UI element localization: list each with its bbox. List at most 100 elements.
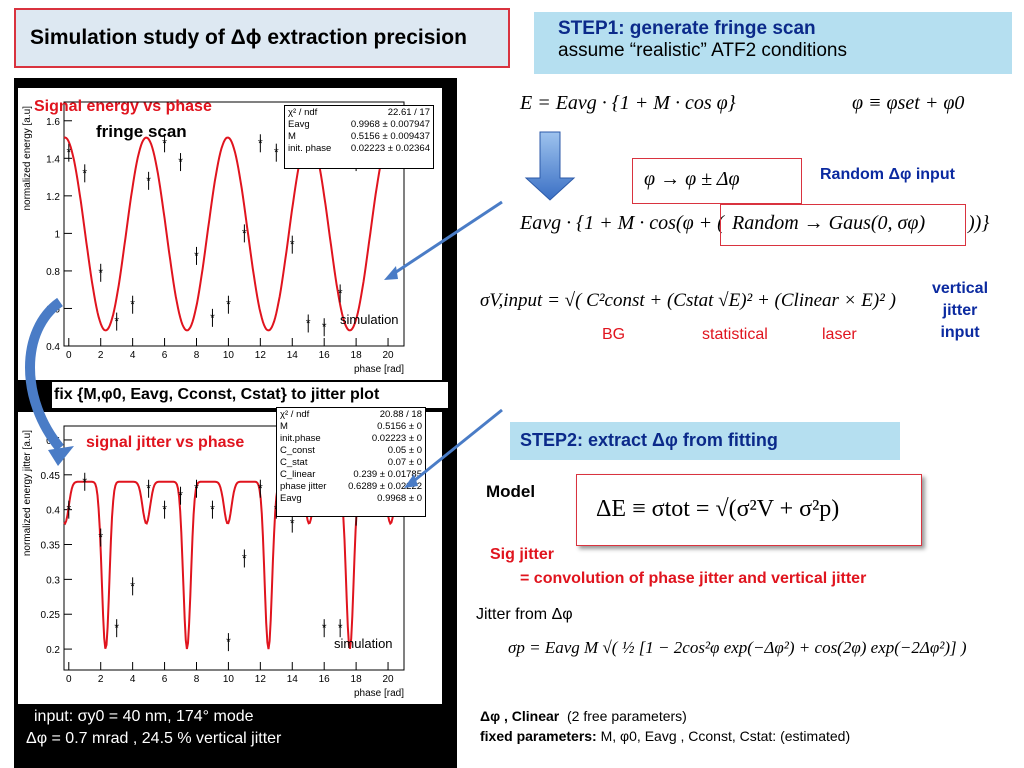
data-point: * <box>146 482 151 496</box>
fringe-scan-label: fringe scan <box>96 122 187 141</box>
stat-value: 0.9968 ± 0.007947 <box>350 119 430 130</box>
fit-stat-2-row: init.phase 0.02223 ± 0 <box>280 433 422 445</box>
down-arrow <box>524 131 576 201</box>
stat-name: init.phase <box>280 433 321 444</box>
fit-stats-box-1: χ² / ndf 22.61 / 17 Eavg 0.9968 ± 0.007947 M… <box>284 105 434 169</box>
x-tick-label: 14 <box>287 350 299 361</box>
x-tick-label: 2 <box>98 674 104 685</box>
stat-value: 0.5156 ± 0 <box>377 421 422 432</box>
data-point: * <box>258 482 263 496</box>
energy-vs-phase-chart: 0.40.60.811.21.41.60 2 4 6 8 10 12 14 16 18 20phas… <box>22 101 405 375</box>
data-point: * <box>226 298 231 312</box>
fit-stat-2-row: C_const 0.05 ± 0 <box>280 445 422 457</box>
energy-random-eq-left: Eavg · {1 + M · cos(φ + ( <box>520 212 724 234</box>
data-point: * <box>178 155 183 169</box>
x-tick-label: 16 <box>319 350 331 361</box>
y-tick-label: 0.4 <box>46 506 60 517</box>
model-equation-box <box>576 474 922 546</box>
stat-name: χ² / ndf <box>280 409 310 420</box>
fit-stat-2-row: M 0.5156 ± 0 <box>280 421 422 433</box>
fit-stat-2-row: χ² / ndf 20.88 / 18 <box>280 409 422 421</box>
input-params-line-1: input: σy0 = 40 nm, 174° mode <box>34 708 254 725</box>
data-point: * <box>66 503 71 517</box>
y-tick-label: 0.25 <box>41 610 61 621</box>
y-axis-label: normalized energy [a.u] <box>22 106 33 211</box>
y-tick-label: 0.8 <box>46 267 60 278</box>
x-tick-label: 8 <box>194 350 200 361</box>
free-params-names: Δφ , Clinear <box>480 708 560 724</box>
y-axis-label: normalized energy jitter [a.u] <box>22 430 33 556</box>
data-point: * <box>82 475 87 489</box>
vjitter-word-2: jitter <box>942 302 978 319</box>
plot-area <box>63 425 405 671</box>
data-point: * <box>146 174 151 188</box>
x-tick-label: 12 <box>255 674 267 685</box>
stat-name: C_linear <box>280 469 316 480</box>
curved-arrow <box>25 297 64 452</box>
simulation-label-1: simulation <box>340 312 399 327</box>
x-tick-label: 10 <box>223 674 235 685</box>
bg-label: BG <box>602 326 626 343</box>
step1-heading: STEP1: generate fringe scan <box>558 18 816 39</box>
y-tick-label: 0.3 <box>46 575 60 586</box>
data-point: * <box>306 316 311 330</box>
energy-random-eq-right: ))} <box>968 212 990 234</box>
data-point: * <box>130 298 135 312</box>
vertical-jitter-input-label: vertical jitter input <box>920 278 1000 344</box>
convolution-label: = convolution of phase jitter and vertic… <box>520 570 867 587</box>
jitter-plot-title: signal jitter vs phase <box>86 434 245 451</box>
y-tick-label: 0.2 <box>46 645 60 656</box>
data-point: * <box>210 311 215 325</box>
data-point: * <box>322 621 327 635</box>
x-tick-label: 12 <box>255 350 267 361</box>
x-tick-label: 2 <box>98 350 104 361</box>
data-point: * <box>274 146 279 160</box>
plots-panel: 0.4 0.6 0.8 1 1.2 1.4 1.6 0 2 4 6 8 10 12 14 16 18 20 phas… <box>14 78 457 768</box>
step2-heading: STEP2: extract Δφ from fitting <box>520 430 778 450</box>
fixed-params-line: fixed parameters: M, φ0, Eavg , Cconst, … <box>480 728 850 744</box>
data-point: * <box>290 517 295 531</box>
x-tick-label: 4 <box>130 674 136 685</box>
x-tick-label: 18 <box>351 674 363 685</box>
data-point: * <box>242 226 247 240</box>
fit-stat-2-row: C_stat 0.07 ± 0 <box>280 457 422 469</box>
plot-area <box>63 101 405 347</box>
stat-value: 22.61 / 17 <box>387 107 430 118</box>
fit-stat-2-row: Eavg 0.9968 ± 0 <box>280 493 422 505</box>
step1-subtitle: assume “realistic” ATF2 conditions <box>558 40 847 61</box>
y-tick-label: 0.4 <box>46 342 60 353</box>
data-point: * <box>338 621 343 635</box>
fit-stat-1-row: M 0.5156 ± 0.009437 <box>288 131 430 143</box>
arrow-to-plot2 <box>409 408 503 486</box>
stat-name: C_stat <box>280 457 308 468</box>
data-point: * <box>130 579 135 593</box>
arrow-to-plot1-head <box>384 266 398 280</box>
data-point: * <box>290 238 295 252</box>
data-point: * <box>178 489 183 503</box>
y-tick-label: 1 <box>54 229 60 240</box>
free-params-count: (2 free parameters) <box>567 708 687 724</box>
step2-box: STEP2: extract Δφ from fitting <box>510 422 900 460</box>
random-input-label: Random Δφ input <box>820 166 955 183</box>
input-params-line-2: Δφ = 0.7 mrad , 24.5 % vertical jitter <box>26 730 282 747</box>
y-tick-label: 0.45 <box>41 471 61 482</box>
x-tick-label: 16 <box>319 674 331 685</box>
data-point: * <box>242 551 247 565</box>
x-tick-label: 6 <box>162 350 168 361</box>
x-tick-label: 6 <box>162 674 168 685</box>
model-equation: ΔE ≡ σtot = √(σ²V + σ²p) <box>596 496 840 522</box>
stat-value: 0.6289 ± 0.02222 <box>348 481 422 492</box>
y-tick-label: 1.2 <box>46 192 60 203</box>
stat-value: 0.07 ± 0 <box>387 457 422 468</box>
x-tick-label: 4 <box>130 350 136 361</box>
stat-name: C_const <box>280 445 315 456</box>
phase-jitter-equation: σp = Eavg M √( ½ [1 − 2cos²φ exp(−Δφ²) +… <box>508 638 967 657</box>
x-tick-label: 10 <box>223 350 235 361</box>
data-point: * <box>210 503 215 517</box>
arrow-to-plot2-head <box>404 474 418 488</box>
stat-value: 0.02223 ± 0.02364 <box>350 143 430 154</box>
vjitter-word-3: input <box>940 324 980 341</box>
x-tick-label: 18 <box>351 350 363 361</box>
fit-stat-1-row: Eavg 0.9968 ± 0.007947 <box>288 119 430 131</box>
